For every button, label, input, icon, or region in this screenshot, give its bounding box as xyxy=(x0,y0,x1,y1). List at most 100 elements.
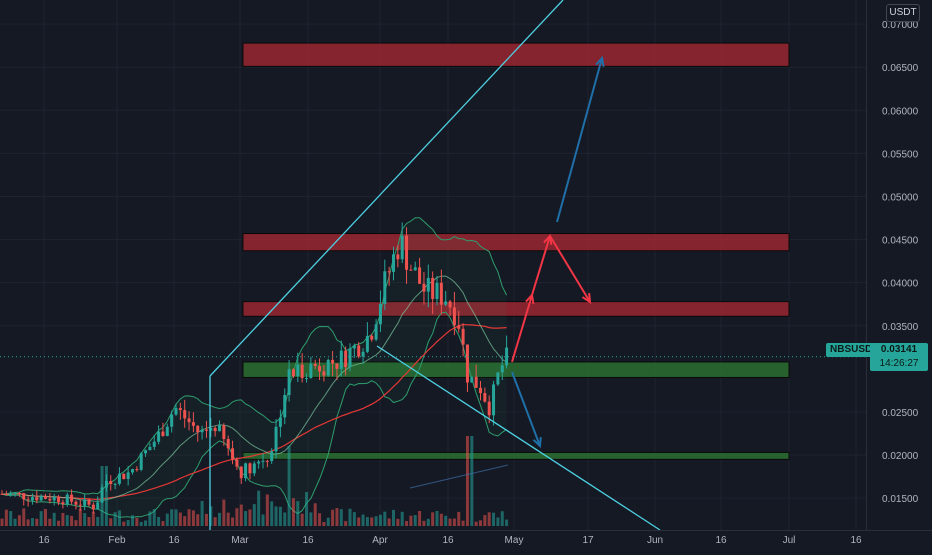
candle-body xyxy=(57,496,61,503)
candle-body xyxy=(70,494,74,502)
volume-bar xyxy=(48,518,52,526)
volume-bar xyxy=(426,518,430,526)
candle-body xyxy=(370,335,374,340)
price-tick-label: 0.04000 xyxy=(882,279,919,290)
projection-arrow-up-1 xyxy=(511,294,533,363)
candle-body xyxy=(13,493,17,495)
volume-bar xyxy=(248,509,252,526)
candle-body xyxy=(383,271,387,304)
candle-body xyxy=(139,453,143,470)
candle-body xyxy=(387,271,391,273)
candle-body xyxy=(465,344,469,383)
volume-bar xyxy=(339,509,343,526)
candle-body xyxy=(209,427,213,431)
axis-labels: 0.07000 0.06500 0.06000 0.05500 0.05000 0.045… xyxy=(38,20,918,546)
volume-bar xyxy=(409,515,413,526)
candle-body xyxy=(22,493,26,500)
volume-bar xyxy=(287,446,291,526)
candle-body xyxy=(313,363,317,366)
support-zone xyxy=(242,361,790,378)
volume-bar xyxy=(139,521,143,526)
candle-body xyxy=(426,277,430,292)
candle-body xyxy=(422,283,426,292)
volume-bar xyxy=(152,508,156,526)
volume-bar xyxy=(30,518,34,526)
candle-body xyxy=(357,345,361,357)
volume-bar xyxy=(309,512,313,526)
lower-band xyxy=(1,311,507,519)
volume-bar xyxy=(122,521,126,526)
candle-body xyxy=(178,408,182,411)
candle-body xyxy=(61,502,65,505)
time-axis[interactable] xyxy=(0,530,932,551)
candle-body xyxy=(44,496,47,499)
time-tick-label: 16 xyxy=(302,535,314,546)
projection-arrow-up-2 xyxy=(531,235,551,296)
candle-body xyxy=(457,325,461,329)
volume-bar xyxy=(278,506,282,526)
candle-body xyxy=(91,504,95,510)
price-axis[interactable] xyxy=(866,0,932,530)
candle-body xyxy=(4,494,8,496)
bollinger-bands xyxy=(1,217,508,519)
candle-body xyxy=(278,417,282,427)
volume-bar xyxy=(39,511,43,526)
price-tick-label: 0.02500 xyxy=(882,408,919,419)
candle-body xyxy=(131,469,134,473)
projection-arrow-target-head xyxy=(595,55,605,68)
volume-bar xyxy=(396,518,400,526)
volume-bar xyxy=(348,508,352,526)
volume-bar xyxy=(0,518,4,526)
last-price-value: 0.03141 xyxy=(880,344,918,355)
volume-bar xyxy=(492,512,496,526)
candle-body xyxy=(183,410,187,419)
resistance-zone xyxy=(242,233,790,252)
time-tick-label: Feb xyxy=(108,535,126,546)
projection-arrow-retest-head xyxy=(581,292,592,304)
volume-bar xyxy=(196,514,200,526)
volume-bar xyxy=(500,511,504,526)
volume-bar xyxy=(126,519,130,526)
candle-body xyxy=(261,460,265,462)
candle-body xyxy=(144,450,148,454)
candle-body xyxy=(326,359,330,376)
candle-body xyxy=(252,463,256,474)
volume-bar xyxy=(161,521,165,526)
volume-bar xyxy=(291,498,295,526)
candle-body xyxy=(444,301,448,305)
candle-body xyxy=(100,487,104,503)
volume-bar xyxy=(22,508,26,526)
volume-bar xyxy=(87,516,91,526)
candle-body xyxy=(322,371,326,376)
candle-body xyxy=(39,496,43,501)
candle-body xyxy=(483,393,487,402)
ascending-trendline xyxy=(209,0,564,377)
volume-bar xyxy=(331,509,335,526)
volume-bar xyxy=(13,518,17,526)
volume-bar xyxy=(35,518,39,526)
volume-bar xyxy=(200,501,204,526)
candle-body xyxy=(392,254,395,272)
candle-body xyxy=(35,497,39,501)
last-price-badge: 0.03141 14:26:27 xyxy=(870,343,928,371)
volume-bar xyxy=(113,512,117,526)
volume-bar xyxy=(157,516,161,526)
projection-arrow-down-head xyxy=(532,436,542,449)
grid-lines xyxy=(0,0,866,530)
volume-bar xyxy=(65,515,69,526)
volume-bar xyxy=(165,513,169,526)
volume-bar xyxy=(61,512,65,526)
candle-body xyxy=(9,493,13,495)
candle-body xyxy=(296,364,300,377)
time-tick-label: 16 xyxy=(442,535,454,546)
volume-bar xyxy=(131,515,134,526)
volume-bar xyxy=(465,436,469,526)
volume-bar xyxy=(318,513,322,526)
candle-body xyxy=(148,446,152,451)
volume-bar xyxy=(487,512,491,526)
volume-bar xyxy=(109,518,113,526)
volume-bar xyxy=(378,514,382,526)
volume-bar xyxy=(170,509,174,526)
